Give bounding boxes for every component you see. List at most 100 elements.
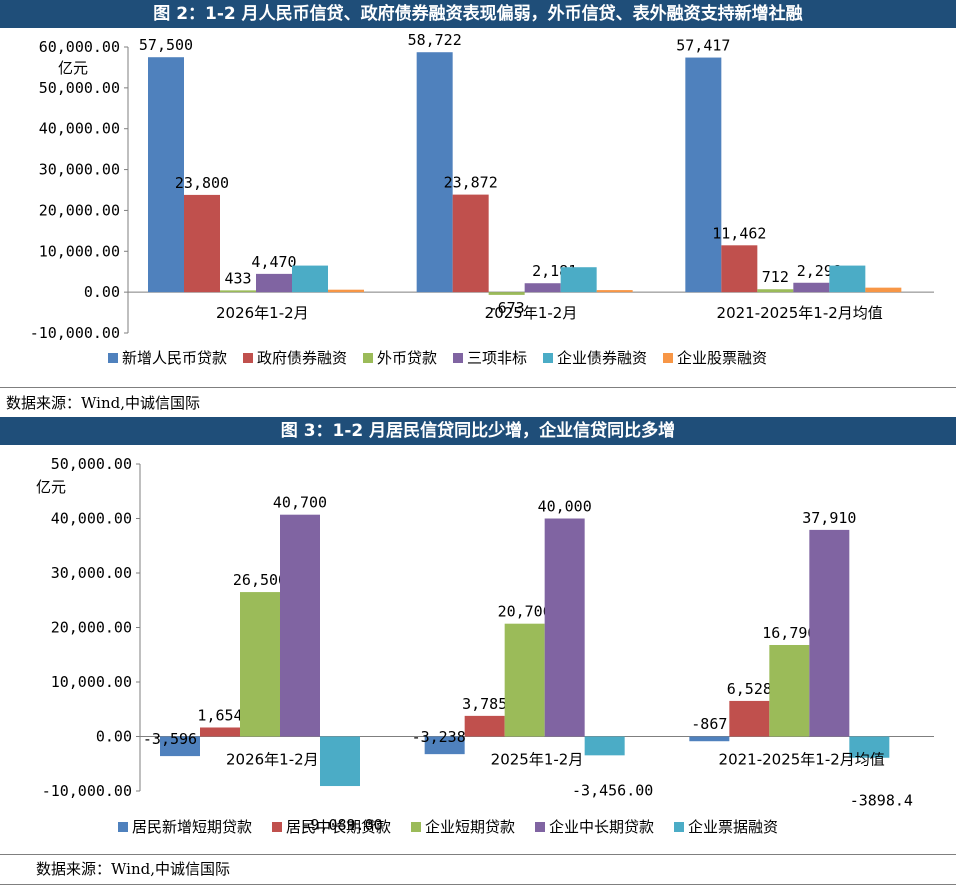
legend-swatch xyxy=(453,353,463,363)
legend-swatch xyxy=(118,822,128,832)
bar xyxy=(240,592,280,737)
legend-label: 企业股票融资 xyxy=(677,349,767,367)
legend-label: 居民新增短期贷款 xyxy=(132,818,252,836)
bar xyxy=(328,289,364,293)
figure3-title: 图 3：1-2 月居民信贷同比少增，企业信贷同比多增 xyxy=(0,417,956,445)
y-tick-label: 10,000.00 xyxy=(39,242,120,260)
figure3-source: 数据来源：Wind,中诚信国际 xyxy=(36,860,230,878)
legend-label: 外币贷款 xyxy=(377,349,437,367)
legend-swatch xyxy=(363,353,373,363)
data-label: 23,872 xyxy=(444,174,498,192)
bar xyxy=(849,736,890,758)
bar xyxy=(320,736,360,787)
figure2-title: 图 2：1-2 月人民币信贷、政府债券融资表现偏弱，外币信贷、表外融资支持新增社… xyxy=(0,0,956,28)
y-tick-label: 10,000.00 xyxy=(51,673,132,691)
data-label: -3,238 xyxy=(412,728,466,746)
bar xyxy=(280,514,320,737)
bar xyxy=(452,194,489,293)
legend-swatch xyxy=(243,353,253,363)
legend-swatch xyxy=(663,353,673,363)
x-tick-label: 2026年1-2月 xyxy=(226,751,319,769)
legend-label: 居民中长期贷款 xyxy=(286,818,391,836)
figure2-source: 数据来源：Wind,中诚信国际 xyxy=(6,394,200,412)
bar xyxy=(464,715,505,737)
bar xyxy=(256,273,292,293)
legend-label: 企业债券融资 xyxy=(557,349,647,367)
data-label: 11,462 xyxy=(712,224,766,242)
x-tick-label: 2025年1-2月 xyxy=(485,304,578,322)
data-label: 40,700 xyxy=(273,494,327,512)
data-label: 23,800 xyxy=(175,174,229,192)
figure2-chart: 60,000.00 50,000.00 40,000.00 30,000.00 20,0… xyxy=(30,31,934,367)
unit-label: 亿元 xyxy=(58,59,88,77)
data-label: 3,785 xyxy=(462,695,507,713)
bar xyxy=(184,194,220,293)
y-tick-label: 40,000.00 xyxy=(51,510,132,528)
y-tick-label: 20,000.00 xyxy=(51,619,132,637)
bar xyxy=(160,736,200,757)
bar xyxy=(685,57,722,293)
bar xyxy=(829,265,866,293)
figure3-divider xyxy=(0,854,956,855)
bar xyxy=(721,245,758,293)
bar xyxy=(416,52,453,293)
bar xyxy=(200,727,240,737)
data-label: -867 xyxy=(691,715,727,733)
data-label: 37,910 xyxy=(802,509,856,527)
bar xyxy=(292,265,328,293)
data-label: -9,089.00 xyxy=(301,816,382,834)
figure3-chart: 50,000.00 40,000.00 30,000.00 20,000.00 10,0… xyxy=(36,455,934,836)
legend-label: 三项非标 xyxy=(467,349,527,367)
data-label: -3898.4 xyxy=(850,792,913,810)
legend-label: 政府债券融资 xyxy=(257,349,347,367)
y-tick-label: 30,000.00 xyxy=(51,564,132,582)
y-tick-label: 50,000.00 xyxy=(39,79,120,97)
legend-swatch xyxy=(543,353,553,363)
data-label: -3,596 xyxy=(143,730,197,748)
data-label: -3,456.00 xyxy=(572,781,653,799)
data-label: 433 xyxy=(224,269,251,287)
bar xyxy=(220,290,256,293)
bar xyxy=(689,736,730,742)
y-tick-label: -10,000.00 xyxy=(30,324,120,342)
data-label: 16,790 xyxy=(762,624,816,642)
y-tick-label: 0.00 xyxy=(84,283,120,301)
y-tick-label: 0.00 xyxy=(96,728,132,746)
data-label: 4,470 xyxy=(251,253,296,271)
bar xyxy=(148,57,184,293)
y-tick-label: 60,000.00 xyxy=(39,38,120,56)
data-label: 1,654 xyxy=(197,706,242,724)
data-label: 6,528 xyxy=(727,680,772,698)
data-label: 57,417 xyxy=(676,37,730,55)
legend-label: 企业票据融资 xyxy=(688,818,778,836)
bar xyxy=(757,289,794,293)
y-tick-label: 30,000.00 xyxy=(39,161,120,179)
data-label: 712 xyxy=(762,268,789,286)
data-label: 40,000 xyxy=(538,498,592,516)
data-label: 20,700 xyxy=(498,603,552,621)
y-tick-label: 40,000.00 xyxy=(39,120,120,138)
legend-label: 新增人民币贷款 xyxy=(122,349,227,367)
bar xyxy=(560,267,597,293)
bar xyxy=(524,283,561,293)
legend-swatch xyxy=(272,822,282,832)
legend-swatch xyxy=(411,822,421,832)
legend-label: 企业短期贷款 xyxy=(425,818,515,836)
bar xyxy=(424,736,465,755)
y-tick-label: 20,000.00 xyxy=(39,201,120,219)
bar xyxy=(504,623,545,737)
legend-swatch xyxy=(674,822,684,832)
bar xyxy=(793,282,830,293)
bar xyxy=(488,292,525,295)
legend-swatch xyxy=(108,353,118,363)
y-tick-label: -10,000.00 xyxy=(42,782,132,800)
bar xyxy=(596,290,633,293)
legend-swatch xyxy=(535,822,545,832)
x-tick-label: 2021-2025年1-2月均值 xyxy=(717,304,883,322)
x-tick-label: 2025年1-2月 xyxy=(491,751,584,769)
data-label: 58,722 xyxy=(408,31,462,49)
bar xyxy=(544,518,585,737)
bar xyxy=(769,644,810,737)
legend-label: 企业中长期贷款 xyxy=(549,818,654,836)
data-label: 26,500 xyxy=(233,571,287,589)
